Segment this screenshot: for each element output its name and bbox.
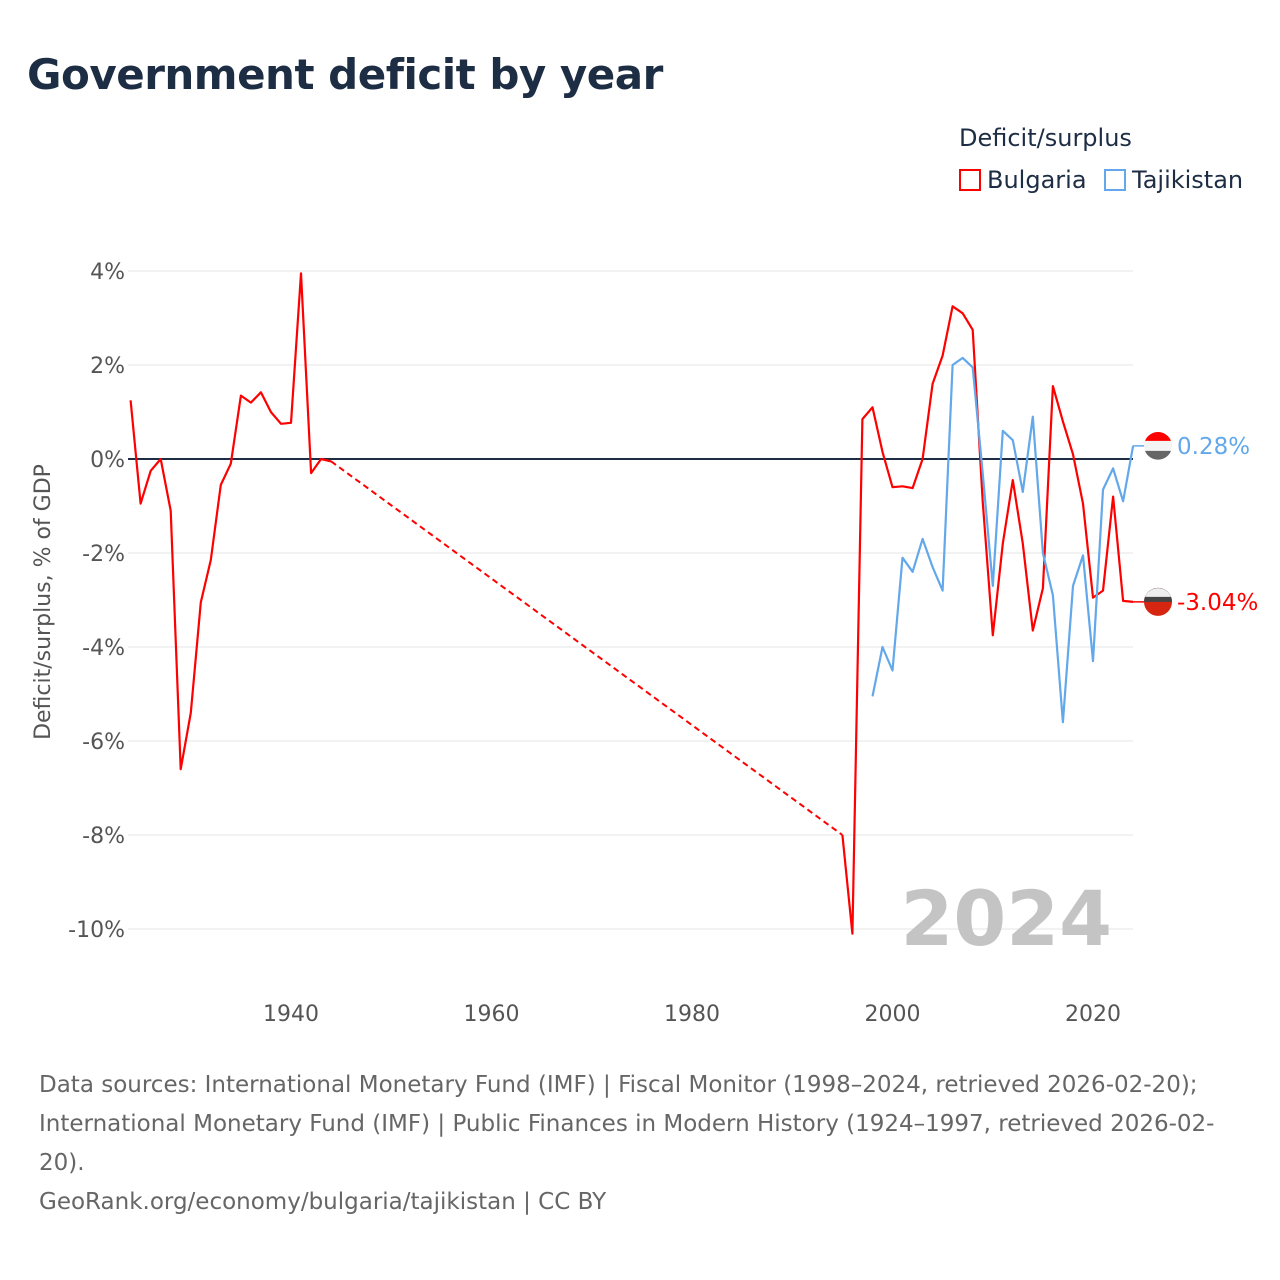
x-tick-label: 1940 [263,1002,319,1027]
y-tick-label: -10% [68,918,125,943]
end-value-label: 0.28% [1177,434,1250,460]
x-tick-label: 2000 [865,1002,921,1027]
y-tick-label: -8% [82,824,125,849]
series-line-bulgaria [129,272,332,771]
series-line-tajikistan [871,356,1135,724]
series-gap-bulgaria [330,460,843,836]
x-tick-label: 2020 [1065,1002,1121,1027]
legend-label: Bulgaria [987,166,1087,194]
y-axis-label: Deficit/surplus, % of GDP [31,464,56,740]
legend-title: Deficit/surplus [959,124,1132,152]
year-watermark: 2024 [900,874,1112,963]
flag-stripe [1145,450,1171,460]
y-tick-label: 4% [90,260,125,285]
flag-stripe [1145,588,1171,597]
data-sources: Data sources: International Monetary Fun… [39,1072,1215,1176]
y-tick-label: 0% [90,448,125,473]
legend-label: Tajikistan [1132,166,1244,194]
x-tick-label: 1960 [464,1002,520,1027]
legend-swatch-bulgaria [959,169,981,191]
footer: Data sources: International Monetary Fun… [39,1066,1239,1222]
legend-item-bulgaria[interactable]: Bulgaria [959,166,1087,194]
legend-item-tajikistan[interactable]: Tajikistan [1104,166,1243,194]
series-line-bulgaria [841,305,1134,935]
legend-swatch-tajikistan [1104,169,1126,191]
y-tick-label: 2% [90,354,125,379]
y-tick-label: -4% [82,636,125,661]
x-tick-label: 1980 [664,1002,720,1027]
source-link[interactable]: GeoRank.org/economy/bulgaria/tajikistan … [39,1189,607,1215]
y-tick-label: -2% [82,542,125,567]
end-value-label: -3.04% [1177,590,1258,616]
flag-stripe [1145,432,1171,441]
chart-title: Government deficit by year [27,50,663,99]
y-tick-label: -6% [82,730,125,755]
